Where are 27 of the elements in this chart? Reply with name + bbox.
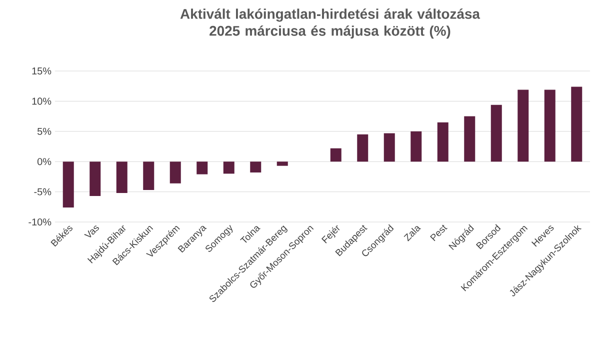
y-tick-label: 0% — [37, 158, 52, 166]
bar — [196, 162, 208, 174]
y-tick-label: -10% — [28, 218, 52, 226]
bar — [490, 104, 502, 162]
bar — [62, 162, 74, 208]
y-tick-label: 15% — [32, 67, 52, 74]
bar — [384, 133, 395, 162]
bar — [518, 90, 529, 162]
bar — [571, 86, 582, 162]
bar — [437, 122, 448, 162]
bar — [544, 90, 556, 162]
bar — [90, 162, 101, 196]
bar — [250, 162, 262, 172]
bar — [276, 162, 288, 166]
y-tick-label: 10% — [32, 98, 52, 105]
y-tick-label: 5% — [37, 128, 52, 135]
bar — [223, 162, 234, 174]
bar — [330, 148, 342, 162]
bar — [464, 116, 476, 162]
bar — [116, 162, 128, 194]
bar — [170, 162, 181, 184]
chart-title: Aktivált lakóingatlan-hirdetési árak változása 2025 márciusa és májusa között (%) — [180, 8, 480, 39]
bar — [143, 162, 154, 190]
bar — [410, 131, 422, 162]
bar — [357, 134, 368, 162]
y-tick-label: -5% — [34, 188, 52, 196]
x-tick-label: Zala — [404, 226, 421, 242]
